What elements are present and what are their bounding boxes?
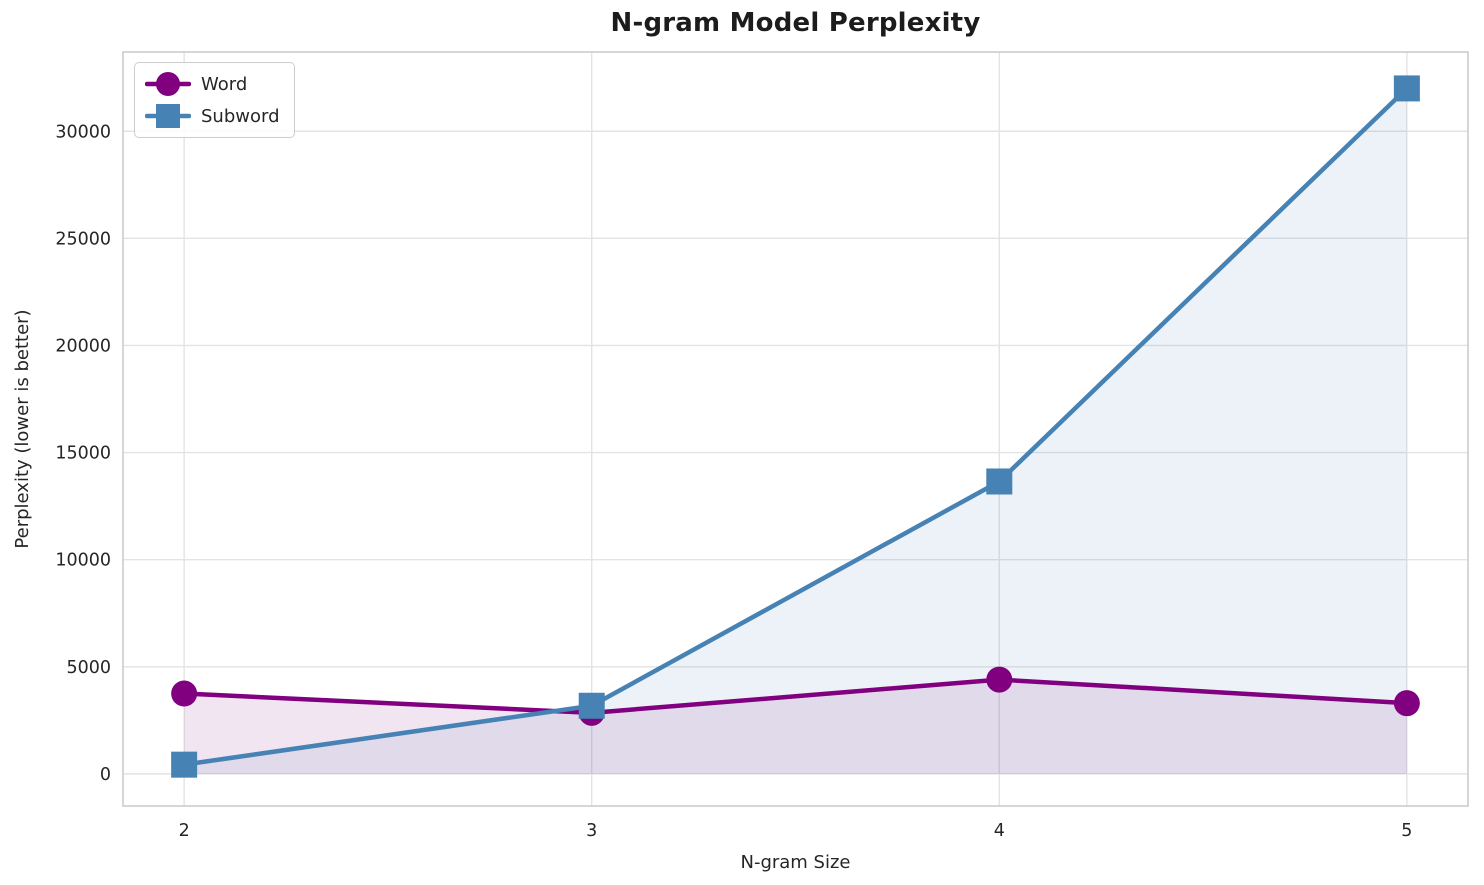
plot-background xyxy=(123,52,1468,806)
marker-word-4 xyxy=(986,666,1013,693)
marker-subword-3 xyxy=(578,692,605,719)
marker-subword-4 xyxy=(986,468,1013,495)
legend-item-word: Word xyxy=(145,70,280,98)
marker-subword-5 xyxy=(1393,75,1420,102)
x-tick-label: 2 xyxy=(179,821,190,841)
circle-marker-icon xyxy=(145,72,191,96)
marker-subword-2 xyxy=(171,751,198,778)
y-tick-label: 25000 xyxy=(55,229,111,249)
y-tick-label: 5000 xyxy=(66,658,111,678)
y-tick-label: 0 xyxy=(100,765,111,785)
axes-spines xyxy=(122,51,1469,807)
y-tick-label: 10000 xyxy=(55,551,111,571)
gridlines xyxy=(123,52,1468,806)
legend: Word Subword xyxy=(134,62,295,138)
area-fill-word xyxy=(184,679,1407,774)
legend-item-subword: Subword xyxy=(145,102,280,130)
x-tick-label: 5 xyxy=(1401,821,1412,841)
y-axis-label: Perplexity (lower is better) xyxy=(12,309,33,548)
square-marker-icon xyxy=(145,104,191,128)
x-tick-label: 3 xyxy=(586,821,597,841)
x-tick-labels: 2 3 4 5 xyxy=(179,821,1413,841)
y-tick-label: 30000 xyxy=(55,122,111,142)
y-tick-labels: 0 5000 10000 15000 20000 25000 30000 xyxy=(55,122,111,785)
marker-word-2 xyxy=(171,680,198,707)
legend-label: Subword xyxy=(201,105,280,127)
marker-word-5 xyxy=(1393,690,1420,717)
legend-label: Word xyxy=(201,73,248,95)
chart-title: N-gram Model Perplexity xyxy=(610,8,981,38)
area-fill-subword xyxy=(184,88,1407,774)
y-tick-label: 15000 xyxy=(55,444,111,464)
series-subword xyxy=(171,75,1420,778)
series-line-word xyxy=(181,677,1410,716)
x-tick-label: 4 xyxy=(994,821,1005,841)
x-axis-label: N-gram Size xyxy=(740,852,850,873)
series-line-subword xyxy=(181,86,1410,767)
y-tick-label: 20000 xyxy=(55,336,111,356)
